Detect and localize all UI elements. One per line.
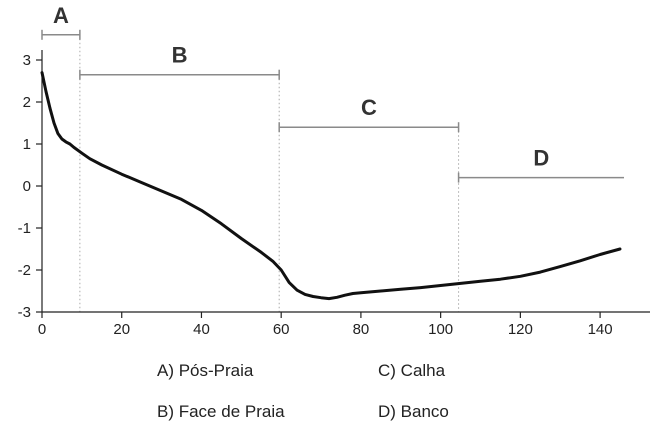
x-tick-label: 20 <box>113 321 130 338</box>
x-tick-label: 40 <box>193 321 210 338</box>
x-tick-label: 120 <box>508 321 533 338</box>
x-tick-label: 140 <box>588 321 613 338</box>
y-tick-label: 2 <box>23 94 31 111</box>
ticks: -3 -2 -1 0 1 2 3 0 20 40 60 80 100 120 140 <box>18 52 613 338</box>
zone-d-bracket: D <box>457 146 625 183</box>
x-tick-label: 0 <box>38 321 46 338</box>
guide-layer <box>79 34 460 312</box>
y-tick-label: -3 <box>18 304 31 321</box>
y-tick-label: -1 <box>18 220 31 237</box>
zone-d-label: D <box>533 146 549 171</box>
zone-a-bracket: A <box>41 3 81 40</box>
x-tick-label: 100 <box>428 321 453 338</box>
axes <box>41 50 650 313</box>
legend-item: C) Calha <box>378 361 446 380</box>
zone-c-label: C <box>361 95 377 120</box>
y-tick-label: 3 <box>23 52 31 69</box>
y-tick-label: 1 <box>23 136 31 153</box>
zone-a-label: A <box>53 3 69 28</box>
zone-b-bracket: B <box>79 43 280 80</box>
zone-brackets: A B C D <box>41 3 625 183</box>
zone-c-bracket: C <box>278 95 460 133</box>
legend-item: D) Banco <box>378 402 449 421</box>
legend: A) Pós-Praia C) Calha B) Face de Praia D) B… <box>157 361 449 421</box>
zone-b-label: B <box>172 43 188 68</box>
legend-item: B) Face de Praia <box>157 402 285 421</box>
x-tick-label: 80 <box>353 321 370 338</box>
x-tick-label: 60 <box>273 321 290 338</box>
y-tick-label: -2 <box>18 262 31 279</box>
y-tick-label: 0 <box>23 178 31 195</box>
legend-item: A) Pós-Praia <box>157 361 254 380</box>
profile-line <box>40 71 622 301</box>
